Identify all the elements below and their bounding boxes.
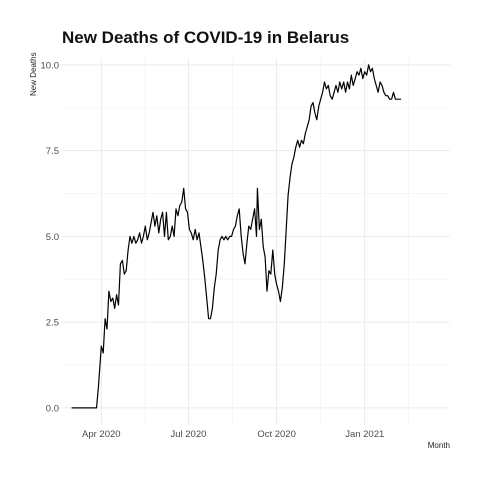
y-tick-labels: 0.0 2.5 5.0 7.5 10.0: [41, 60, 60, 414]
x-axis-label: Month: [428, 441, 450, 450]
x-tick-labels: Apr 2020 Jul 2020 Oct 2020 Jan 2021: [82, 429, 384, 440]
y-tick-label: 0.0: [46, 403, 59, 414]
x-tick-label: Jan 2021: [345, 429, 384, 440]
y-axis-label: New Deaths: [29, 52, 38, 96]
chart-title: New Deaths of COVID-19 in Belarus: [62, 28, 349, 47]
series-line: [71, 64, 402, 409]
series-lines: [71, 64, 402, 409]
y-tick-label: 2.5: [46, 318, 59, 329]
x-tick-label: Jul 2020: [170, 429, 206, 440]
x-tick-label: Apr 2020: [82, 429, 121, 440]
y-tick-label: 10.0: [41, 60, 60, 71]
y-tick-label: 5.0: [46, 232, 59, 243]
y-tick-label: 7.5: [46, 146, 59, 157]
x-tick-label: Oct 2020: [257, 429, 296, 440]
